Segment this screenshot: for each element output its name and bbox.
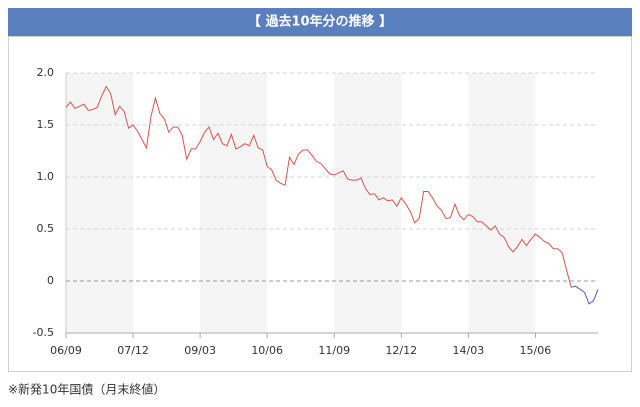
band bbox=[334, 73, 402, 333]
x-tick-label: 12/12 bbox=[385, 344, 417, 357]
x-tick-label: 07/12 bbox=[117, 344, 149, 357]
x-tick-label: 09/03 bbox=[184, 344, 216, 357]
footer-note: ※新発10年国債（月末終値） bbox=[8, 382, 165, 397]
line-series bbox=[571, 285, 599, 305]
x-tick-label: 06/09 bbox=[50, 344, 82, 357]
y-tick-label: 1.0 bbox=[37, 170, 55, 183]
band bbox=[468, 73, 536, 333]
chart-frame bbox=[8, 36, 632, 372]
x-tick-label: 14/03 bbox=[453, 344, 485, 357]
y-tick-label: 1.5 bbox=[37, 118, 55, 131]
line-connector bbox=[566, 270, 572, 288]
y-tick-label: 0.5 bbox=[37, 222, 55, 235]
x-tick-label: 10/06 bbox=[251, 344, 283, 357]
header-bar bbox=[8, 8, 632, 36]
band bbox=[66, 73, 134, 333]
x-tick-label: 15/06 bbox=[520, 344, 552, 357]
plot: 2.0 1.5 1.0 0.5 0 -0.5 06/09 07/12 09/03 10/06 11/… bbox=[33, 66, 599, 357]
header-title: 【 過去10年分の推移 】 bbox=[248, 14, 392, 30]
y-tick-label: 0 bbox=[47, 274, 54, 287]
y-tick-label: 2.0 bbox=[37, 66, 55, 79]
band bbox=[200, 73, 268, 333]
y-tick-label: -0.5 bbox=[33, 326, 54, 339]
x-tick-label: 11/09 bbox=[318, 344, 350, 357]
line-series bbox=[65, 85, 568, 271]
